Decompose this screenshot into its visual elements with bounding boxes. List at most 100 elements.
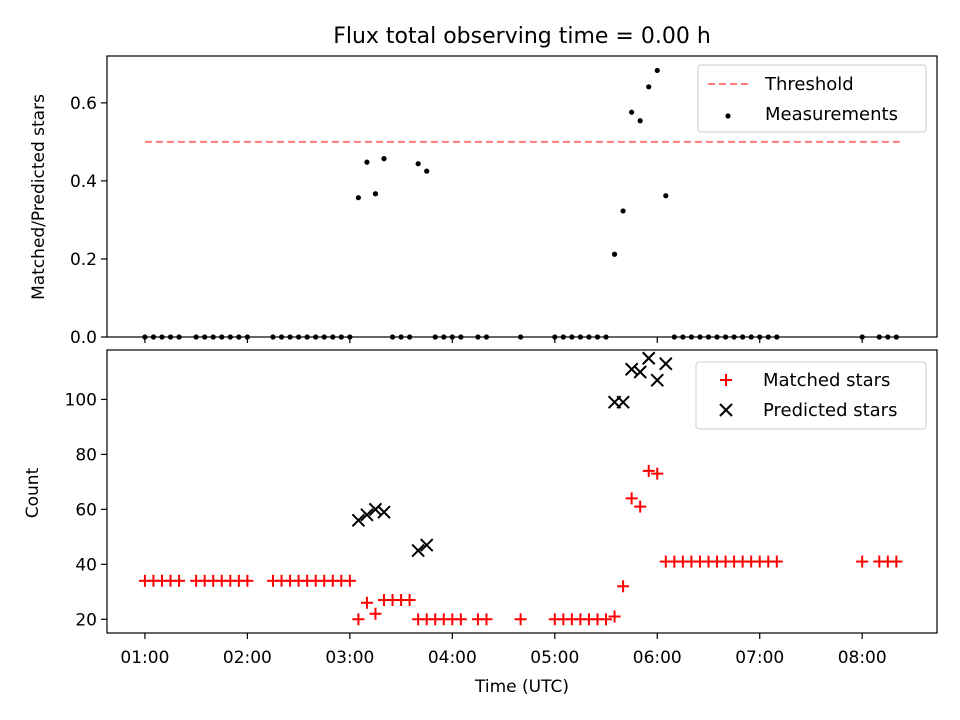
measurement-point <box>296 334 302 340</box>
measurement-point <box>449 334 455 340</box>
matched-point <box>514 613 527 626</box>
matched-legend-swatch <box>720 374 732 386</box>
bottom-ytick-label: 40 <box>75 555 97 575</box>
top-ytick-label: 0.0 <box>70 328 97 348</box>
bottom-legend: Matched stars Predicted stars <box>695 361 927 430</box>
measurement-point <box>219 334 225 340</box>
top-legend-box <box>697 64 927 133</box>
measurement-point <box>552 334 558 340</box>
predicted-point <box>633 365 647 379</box>
measurement-point <box>859 334 865 340</box>
measurement-point <box>347 334 353 340</box>
measurement-point <box>244 334 250 340</box>
matched-point <box>360 596 373 609</box>
bottom-plot-area: 20 40 60 80 100 01:00 02:00 03:00 04:00 05:00 06:0… <box>65 349 938 668</box>
matched-point <box>608 610 621 623</box>
measurement-point <box>663 193 669 199</box>
measurement-point <box>765 334 771 340</box>
measurement-point <box>372 191 379 197</box>
xtick-label: 08:00 <box>838 648 887 668</box>
bottom-ylabel: Count <box>23 467 43 518</box>
measurement-point <box>637 118 643 124</box>
matched-point <box>625 492 638 505</box>
measurement-point <box>740 334 746 340</box>
measurement-point <box>330 334 336 340</box>
measurement-point <box>313 334 319 340</box>
figure-title: Flux total observing time = 0.00 h <box>333 24 711 49</box>
measurement-point <box>705 334 712 340</box>
bottom-panel: 20 40 60 80 100 01:00 02:00 03:00 04:00 05:00 06:0… <box>23 349 938 668</box>
bottom-ytick-label: 100 <box>65 390 97 410</box>
measurement-point <box>646 84 652 90</box>
predicted-point <box>411 543 425 558</box>
predicted-point <box>351 513 366 528</box>
measurement-point <box>167 334 174 340</box>
measurement-point <box>142 334 148 340</box>
measurement-point <box>321 334 327 340</box>
predicted-point <box>377 505 391 519</box>
top-series-0 <box>142 67 899 340</box>
measurement-point <box>594 334 601 340</box>
matched-point <box>642 464 655 477</box>
matched-point <box>856 555 869 568</box>
measurement-point <box>278 334 285 340</box>
bottom-ytick-label: 20 <box>75 610 97 630</box>
matched-point <box>454 613 467 626</box>
measurement-point <box>364 159 370 165</box>
measurement-point <box>407 334 413 340</box>
xtick-label: 01:00 <box>120 648 169 668</box>
top-ylabel: Matched/Predicted stars <box>29 94 49 300</box>
predicted-point <box>624 362 639 376</box>
xtick-label: 02:00 <box>223 648 272 668</box>
measurement-point <box>483 334 490 340</box>
measurement-point <box>338 334 344 340</box>
bottom-ytick-label: 60 <box>75 500 97 520</box>
measurement-point <box>560 334 566 340</box>
measurement-point <box>603 334 609 340</box>
measurement-point <box>671 334 677 340</box>
measurement-point <box>688 334 695 340</box>
measurement-point <box>885 334 891 340</box>
measurement-point <box>475 334 481 340</box>
measurement-point <box>714 334 720 340</box>
measurement-point <box>381 156 387 162</box>
matched-point <box>890 555 903 568</box>
top-ytick-label: 0.4 <box>70 172 97 192</box>
matched-point <box>617 580 630 593</box>
measurement-point <box>586 334 592 340</box>
top-plot-area: 0.0 0.2 0.4 0.6 <box>70 55 938 348</box>
measurement-point <box>159 334 165 340</box>
top-legend: Threshold Measurements <box>697 64 927 133</box>
matched-point <box>480 613 493 626</box>
top-ytick-label: 0.2 <box>70 250 97 270</box>
measurement-point <box>757 334 763 340</box>
measurement-point <box>389 334 396 340</box>
measurement-point <box>620 208 626 214</box>
xtick-label: 07:00 <box>735 648 784 668</box>
xtick-label: 06:00 <box>633 648 682 668</box>
measurement-point <box>202 334 208 340</box>
top-ytick-label: 0.6 <box>70 94 97 114</box>
bottom-series-1 <box>351 351 673 558</box>
x-axis-label: Time (UTC) <box>474 677 569 697</box>
predicted-point <box>616 395 630 409</box>
matched-point <box>173 574 186 587</box>
measurement-point <box>458 334 464 340</box>
measurement-point <box>210 334 216 340</box>
measurement-point <box>150 334 157 340</box>
matched-point <box>352 613 365 626</box>
measurement-point <box>518 334 524 340</box>
predicted-point <box>419 538 434 552</box>
measurement-point <box>654 67 660 74</box>
measurement-point <box>876 334 882 340</box>
measurement-point <box>441 334 447 340</box>
measurement-point <box>304 334 310 340</box>
measurement-point <box>227 334 233 340</box>
measurement-point <box>774 334 780 340</box>
measurement-point <box>680 334 686 340</box>
predicted-point <box>650 373 664 387</box>
measurement-point <box>355 195 361 201</box>
measurements-legend-label: Measurements <box>765 104 898 125</box>
matched-point <box>241 574 254 587</box>
measurement-point <box>722 334 729 340</box>
